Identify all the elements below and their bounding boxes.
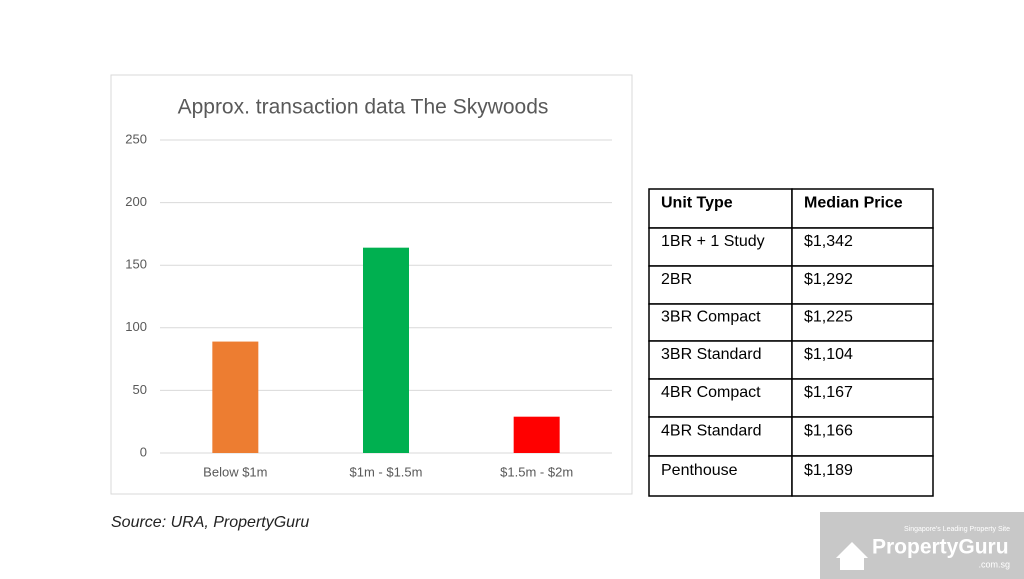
table-text: $1,342 xyxy=(804,233,853,250)
y-tick-label: 50 xyxy=(133,382,147,397)
table-text: 4BR Compact xyxy=(661,384,761,401)
table-text: 3BR Standard xyxy=(661,346,762,363)
x-tick-label: $1.5m - $2m xyxy=(500,464,573,479)
table-text: $1,225 xyxy=(804,309,853,326)
table-cell xyxy=(648,416,793,457)
watermark-brand: PropertyGuru xyxy=(872,536,1009,559)
table-text: 2BR xyxy=(661,271,692,288)
table-text: Penthouse xyxy=(661,462,738,479)
chart-title: Approx. transaction data The Skywoods xyxy=(178,96,549,119)
table-cell xyxy=(791,455,934,497)
table-text: 3BR Compact xyxy=(661,309,761,326)
y-tick-label: 200 xyxy=(125,194,147,209)
source: Source: URA, PropertyGuru xyxy=(111,514,309,531)
bar xyxy=(363,247,409,453)
bar xyxy=(513,416,560,453)
table-text: $1,167 xyxy=(804,384,853,401)
table-text: 4BR Standard xyxy=(661,423,762,440)
x-tick-label: $1m - $1.5m xyxy=(350,464,423,479)
table-cell xyxy=(791,416,934,457)
table-cell xyxy=(791,265,934,305)
table-text: $1,166 xyxy=(804,423,853,440)
table-cell xyxy=(648,227,793,267)
table-header: Unit Type xyxy=(661,195,733,212)
table-text: $1,292 xyxy=(804,271,853,288)
table-text: $1,189 xyxy=(804,462,853,479)
table-header: Median Price xyxy=(804,195,903,212)
table-cell xyxy=(648,340,793,380)
table-cell xyxy=(791,227,934,267)
watermark-domain: .com.sg xyxy=(978,559,1010,569)
y-tick-label: 0 xyxy=(140,444,147,459)
y-tick-label: 150 xyxy=(125,257,147,272)
table-cell xyxy=(648,188,793,229)
table-cell xyxy=(648,265,793,305)
watermark-icon xyxy=(836,542,868,570)
table-text: 1BR + 1 Study xyxy=(661,233,765,250)
table-cell xyxy=(648,455,793,497)
bar xyxy=(212,341,259,453)
table-text: $1,104 xyxy=(804,346,853,363)
x-tick-label: Below $1m xyxy=(203,464,267,479)
table-cell xyxy=(791,378,934,418)
table-cell xyxy=(791,303,934,342)
y-tick-label: 250 xyxy=(125,131,147,146)
y-tick-label: 100 xyxy=(125,319,147,334)
table-cell xyxy=(648,378,793,418)
watermark-tagline: Singapore's Leading Property Site xyxy=(904,526,1010,533)
